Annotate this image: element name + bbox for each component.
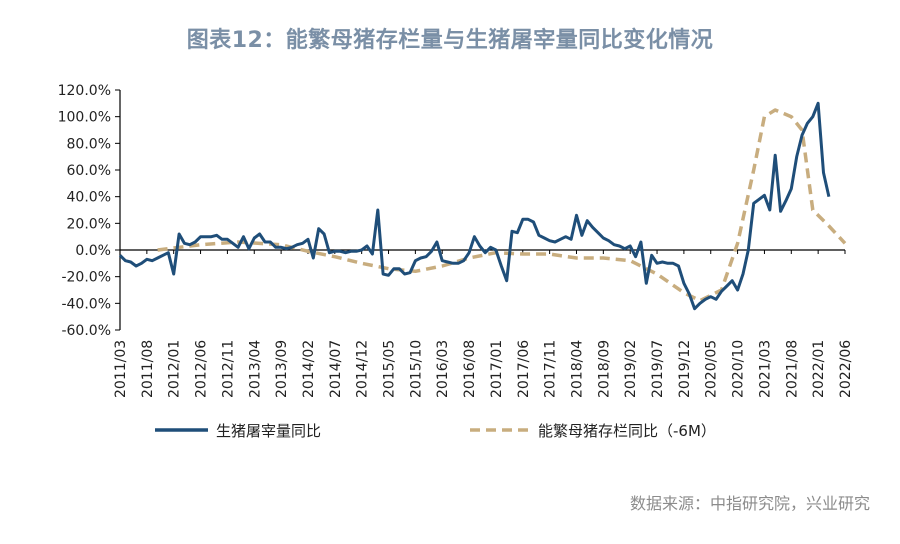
x-tick-label: 2019/12 bbox=[677, 340, 693, 398]
x-tick-label: 2021/08 bbox=[784, 340, 800, 398]
x-tick-label: 2012/06 bbox=[194, 340, 210, 398]
x-tick-label: 2016/03 bbox=[435, 340, 451, 398]
x-tick-label: 2014/12 bbox=[355, 340, 371, 398]
y-tick-label: -40.0% bbox=[61, 296, 111, 312]
y-tick-label: 0.0% bbox=[75, 243, 111, 259]
x-tick-label: 2019/07 bbox=[650, 340, 666, 398]
x-tick-label: 2014/07 bbox=[328, 340, 344, 398]
chart-title: 图表12：能繁母猪存栏量与生猪屠宰量同比变化情况 bbox=[186, 28, 714, 53]
x-tick-label: 2017/06 bbox=[516, 340, 532, 398]
x-tick-label: 2013/09 bbox=[274, 340, 290, 398]
x-tick-label: 2016/08 bbox=[462, 340, 478, 398]
x-tick-label: 2011/08 bbox=[140, 340, 156, 398]
series-layer bbox=[118, 101, 847, 311]
x-tick-label: 2020/05 bbox=[704, 340, 720, 398]
y-tick-label: 80.0% bbox=[67, 136, 111, 152]
x-tick-label: 2017/11 bbox=[543, 340, 559, 398]
legend-label-slaughter: 生猪屠宰量同比 bbox=[216, 422, 321, 440]
x-tick-label: 2011/03 bbox=[113, 340, 129, 398]
x-tick-label: 2015/05 bbox=[382, 340, 398, 398]
x-tick-label: 2020/10 bbox=[731, 340, 747, 398]
y-tick-label: 120.0% bbox=[58, 83, 111, 99]
x-tick-label: 2015/10 bbox=[408, 340, 424, 398]
x-tick-label: 2022/06 bbox=[838, 340, 854, 398]
x-tick-label: 2014/02 bbox=[301, 340, 317, 398]
y-tick-label: 20.0% bbox=[67, 216, 111, 232]
y-tick-label: 100.0% bbox=[58, 110, 111, 126]
x-tick-label: 2021/03 bbox=[757, 340, 773, 398]
series-breeding-sow-yoy bbox=[157, 108, 847, 303]
legend: 生猪屠宰量同比 能繁母猪存栏同比（-6M） bbox=[155, 422, 716, 440]
y-tick-label: 60.0% bbox=[67, 163, 111, 179]
legend-label-breeding-sow: 能繁母猪存栏同比（-6M） bbox=[538, 422, 716, 440]
x-tick-label: 2012/01 bbox=[167, 340, 183, 398]
y-axis: 120.0% 100.0% 80.0% 60.0% 40.0% 20.0% 0.0% -20.… bbox=[58, 83, 121, 339]
x-tick-label: 2012/11 bbox=[220, 340, 236, 398]
x-tick-label: 2017/01 bbox=[489, 340, 505, 398]
x-tick-label: 2022/01 bbox=[811, 340, 827, 398]
y-tick-label: -20.0% bbox=[61, 270, 111, 286]
series-slaughter-yoy bbox=[118, 101, 831, 311]
x-axis: 2011/03 2011/08 2012/01 2012/06 2012/11 2013/… bbox=[113, 249, 854, 398]
x-tick-label: 2018/04 bbox=[569, 340, 585, 398]
x-tick-label: 2019/02 bbox=[623, 340, 639, 398]
x-tick-label: 2018/09 bbox=[596, 340, 612, 398]
y-tick-label: -60.0% bbox=[61, 323, 111, 339]
x-tick-label: 2013/04 bbox=[247, 340, 263, 398]
source-note: 数据来源：中指研究院，兴业研究 bbox=[629, 494, 870, 513]
y-tick-label: 40.0% bbox=[67, 190, 111, 206]
